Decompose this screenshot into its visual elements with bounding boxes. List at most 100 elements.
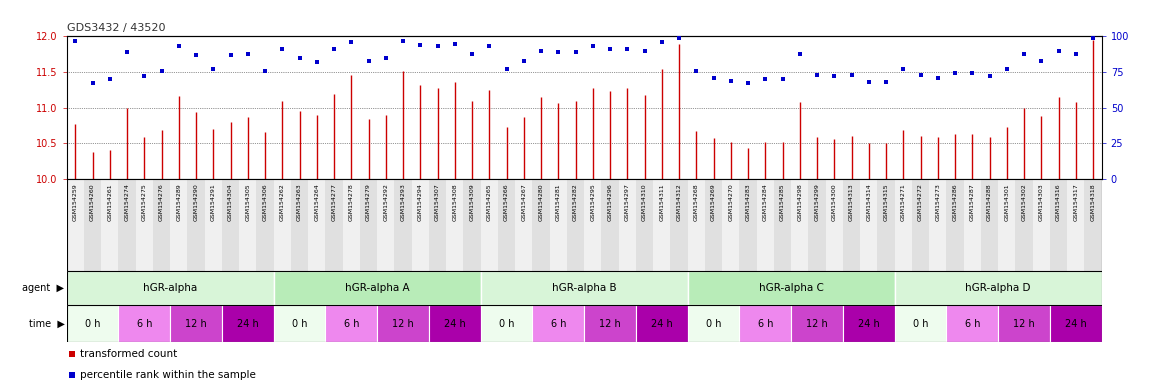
Text: GDS3432 / 43520: GDS3432 / 43520 xyxy=(67,23,166,33)
Text: GSM154289: GSM154289 xyxy=(176,183,182,221)
Text: GSM154279: GSM154279 xyxy=(366,183,371,221)
Text: GSM154264: GSM154264 xyxy=(314,183,320,221)
Bar xyxy=(567,179,584,271)
Text: 24 h: 24 h xyxy=(237,318,259,329)
Bar xyxy=(291,179,308,271)
Bar xyxy=(515,179,532,271)
Text: GSM154298: GSM154298 xyxy=(797,183,803,221)
Text: 12 h: 12 h xyxy=(185,318,207,329)
Bar xyxy=(705,179,722,271)
Text: GSM154292: GSM154292 xyxy=(383,183,389,221)
Text: agent  ▶: agent ▶ xyxy=(22,283,64,293)
Bar xyxy=(429,179,446,271)
Bar xyxy=(688,179,705,271)
Text: 12 h: 12 h xyxy=(806,318,828,329)
Bar xyxy=(532,179,550,271)
Bar xyxy=(946,179,964,271)
Bar xyxy=(791,179,808,271)
Text: 0 h: 0 h xyxy=(499,318,514,329)
Bar xyxy=(1084,179,1102,271)
Text: 6 h: 6 h xyxy=(137,318,152,329)
Bar xyxy=(360,179,377,271)
Text: hGR-alpha C: hGR-alpha C xyxy=(759,283,823,293)
Bar xyxy=(412,179,429,271)
Text: GSM154267: GSM154267 xyxy=(521,183,527,221)
Text: GSM154307: GSM154307 xyxy=(435,183,440,221)
Bar xyxy=(619,179,636,271)
Bar xyxy=(343,179,360,271)
Text: GSM154282: GSM154282 xyxy=(573,183,578,221)
Text: GSM154262: GSM154262 xyxy=(279,183,285,221)
Text: 6 h: 6 h xyxy=(965,318,980,329)
Text: GSM154305: GSM154305 xyxy=(245,183,251,221)
Bar xyxy=(170,179,187,271)
Bar xyxy=(688,305,739,342)
Bar xyxy=(601,179,619,271)
Text: 24 h: 24 h xyxy=(444,318,466,329)
Bar xyxy=(274,271,481,305)
Text: 6 h: 6 h xyxy=(344,318,359,329)
Text: GSM154281: GSM154281 xyxy=(555,183,561,221)
Text: 0 h: 0 h xyxy=(85,318,100,329)
Bar xyxy=(636,305,688,342)
Bar xyxy=(843,305,895,342)
Text: GSM154270: GSM154270 xyxy=(728,183,734,221)
Bar xyxy=(101,179,118,271)
Text: GSM154268: GSM154268 xyxy=(693,183,699,221)
Bar xyxy=(791,305,843,342)
Bar xyxy=(981,179,998,271)
Text: GSM154299: GSM154299 xyxy=(814,183,820,221)
Text: GSM154271: GSM154271 xyxy=(900,183,906,221)
Bar xyxy=(757,179,774,271)
Bar xyxy=(187,179,205,271)
Text: 6 h: 6 h xyxy=(758,318,773,329)
Bar xyxy=(446,179,463,271)
Bar xyxy=(1050,179,1067,271)
Text: GSM154295: GSM154295 xyxy=(590,183,596,221)
Text: 0 h: 0 h xyxy=(706,318,721,329)
Bar xyxy=(153,179,170,271)
Bar xyxy=(946,305,998,342)
Text: GSM154261: GSM154261 xyxy=(107,183,113,221)
Text: 12 h: 12 h xyxy=(599,318,621,329)
Bar xyxy=(532,305,584,342)
Bar xyxy=(325,305,377,342)
Text: GSM154317: GSM154317 xyxy=(1073,183,1079,221)
Bar xyxy=(739,179,757,271)
Bar xyxy=(1050,305,1102,342)
Text: GSM154275: GSM154275 xyxy=(141,183,147,221)
Text: GSM154293: GSM154293 xyxy=(400,183,406,221)
Text: 6 h: 6 h xyxy=(551,318,566,329)
Text: 0 h: 0 h xyxy=(913,318,928,329)
Text: GSM154310: GSM154310 xyxy=(642,183,647,221)
Text: GSM154273: GSM154273 xyxy=(935,183,941,221)
Bar xyxy=(118,179,136,271)
Bar xyxy=(67,305,118,342)
Bar xyxy=(670,179,688,271)
Text: GSM154315: GSM154315 xyxy=(883,183,889,221)
Bar xyxy=(774,179,791,271)
Text: 24 h: 24 h xyxy=(651,318,673,329)
Bar xyxy=(136,179,153,271)
Bar xyxy=(274,305,325,342)
Text: time  ▶: time ▶ xyxy=(29,318,64,329)
Text: transformed count: transformed count xyxy=(81,349,177,359)
Text: GSM154259: GSM154259 xyxy=(72,183,78,221)
Bar xyxy=(463,179,481,271)
Bar xyxy=(274,179,291,271)
Bar xyxy=(636,179,653,271)
Bar xyxy=(653,179,670,271)
Text: GSM154297: GSM154297 xyxy=(624,183,630,221)
Bar xyxy=(895,179,912,271)
Text: GSM154308: GSM154308 xyxy=(452,183,458,221)
Text: GSM154316: GSM154316 xyxy=(1056,183,1061,221)
Bar xyxy=(1015,179,1033,271)
Bar xyxy=(929,179,946,271)
Text: hGR-alpha A: hGR-alpha A xyxy=(345,283,409,293)
Text: GSM154288: GSM154288 xyxy=(987,183,992,221)
Text: 24 h: 24 h xyxy=(858,318,880,329)
Text: hGR-alpha B: hGR-alpha B xyxy=(552,283,616,293)
Text: GSM154301: GSM154301 xyxy=(1004,183,1010,221)
Text: GSM154269: GSM154269 xyxy=(711,183,716,221)
Text: GSM154294: GSM154294 xyxy=(417,183,423,221)
